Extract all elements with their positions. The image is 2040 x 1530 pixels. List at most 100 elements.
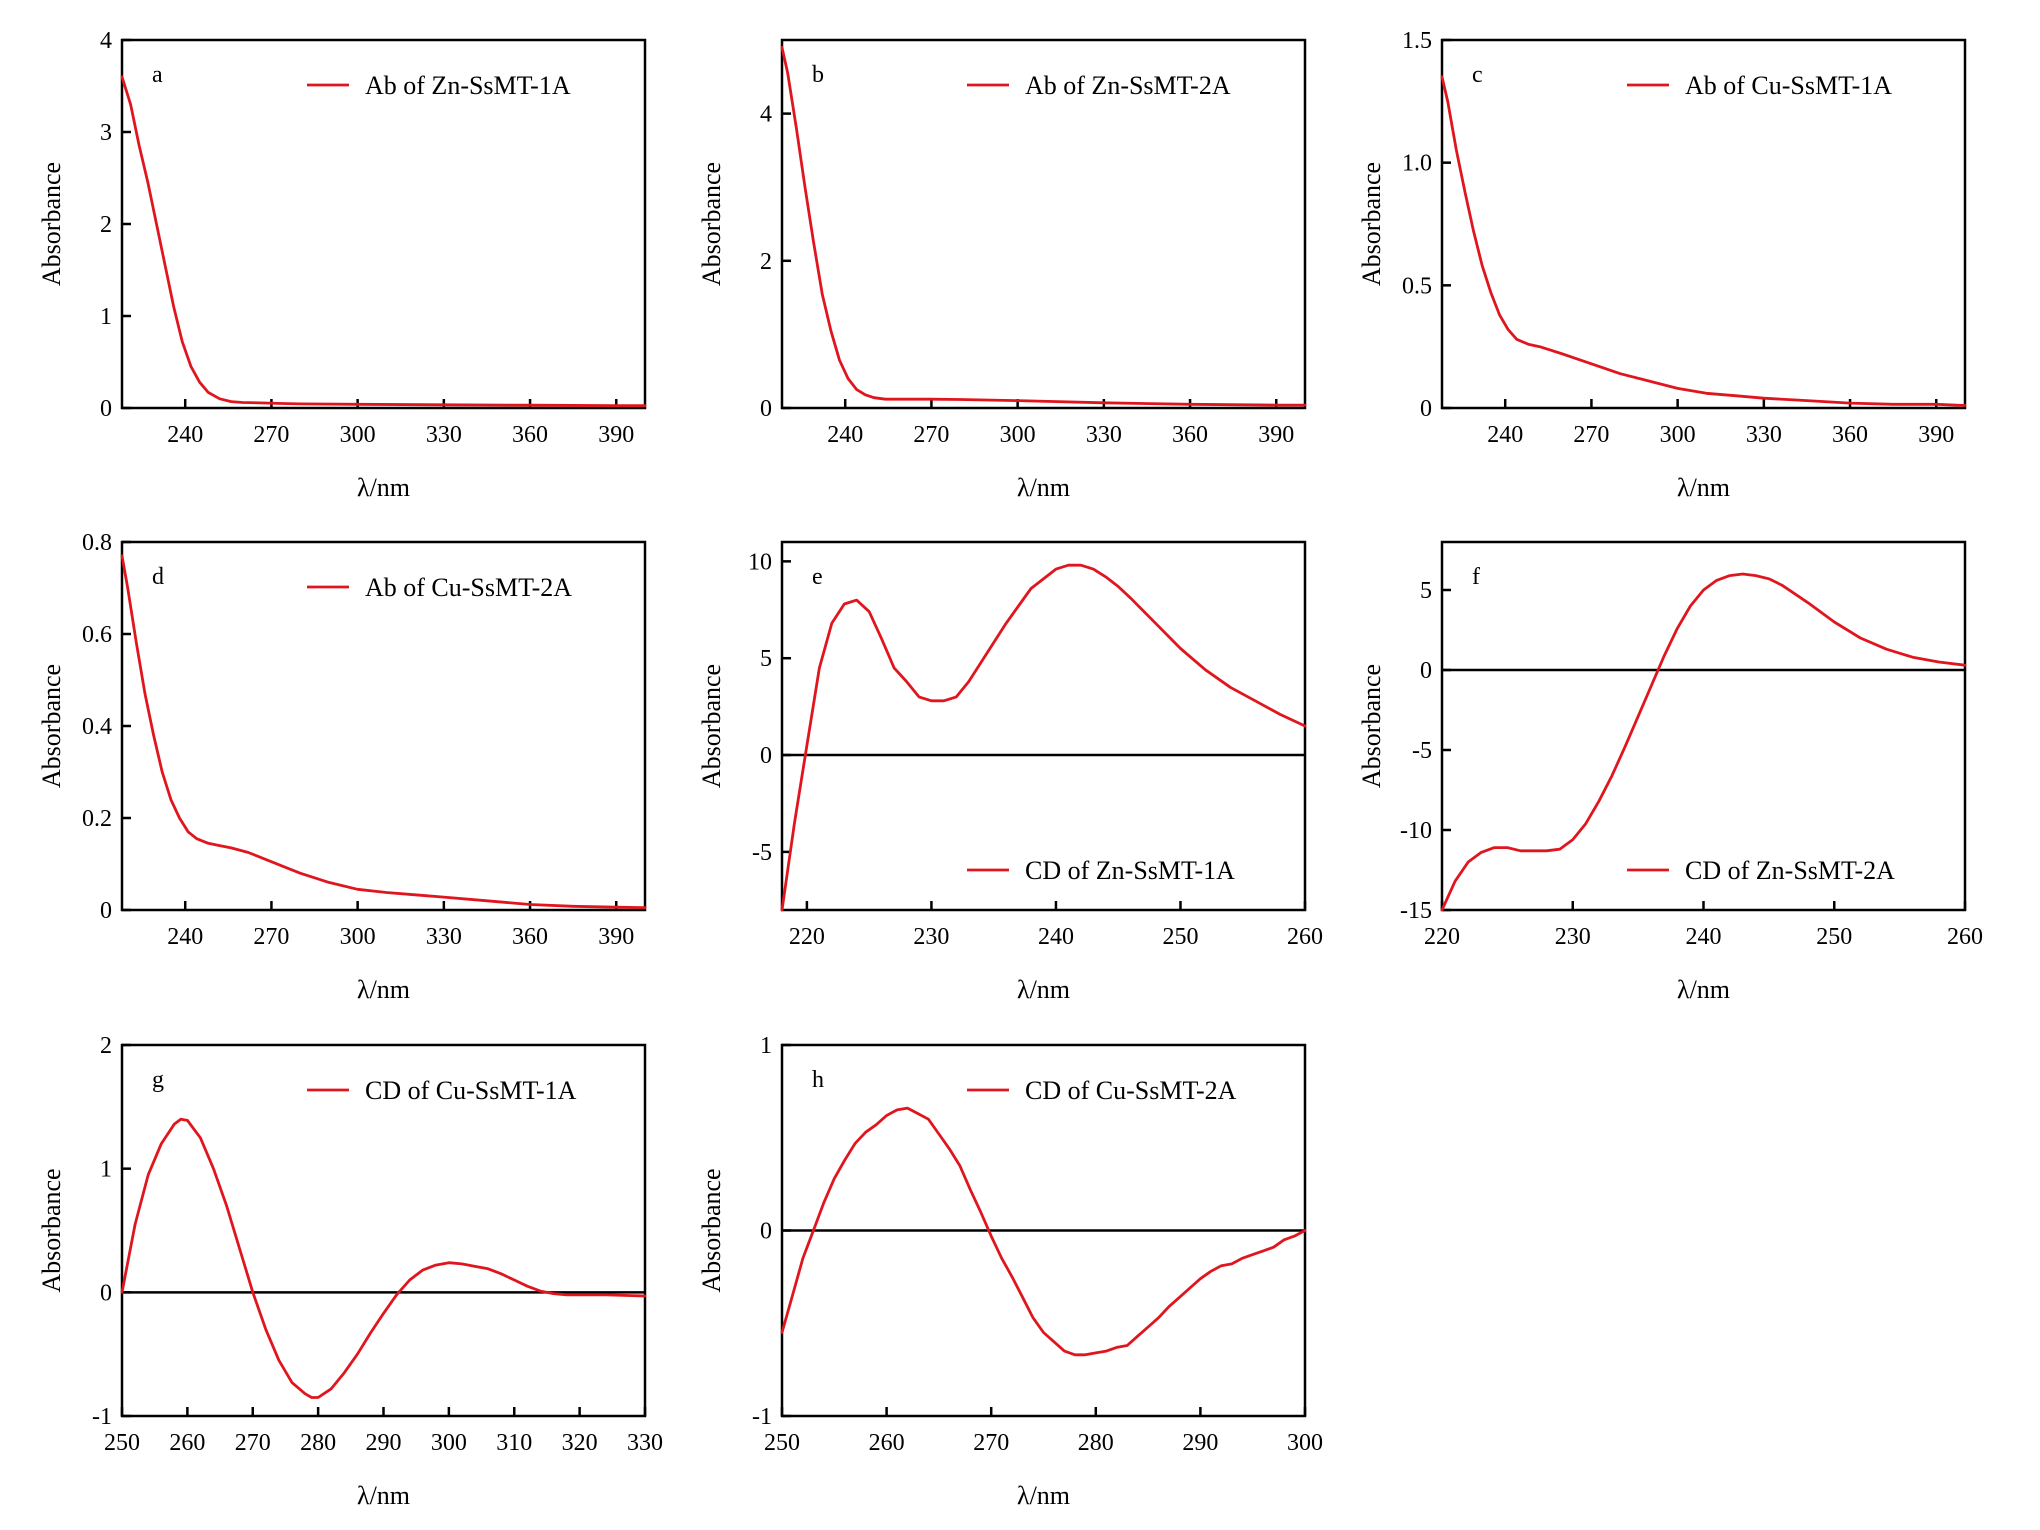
series-line <box>120 554 647 910</box>
y-axis-label: Absorbance <box>697 162 726 286</box>
plot-frame <box>1440 38 1967 410</box>
x-tick-label: 390 <box>598 422 634 448</box>
x-tick-label: 300 <box>431 1430 467 1456</box>
y-axis-label: Absorbance <box>37 162 66 286</box>
panel-letter: a <box>152 62 163 88</box>
legend-label: Ab of Zn-SsMT-2A <box>1025 71 1231 100</box>
x-tick-label: 260 <box>869 1430 905 1456</box>
y-tick-label: 0 <box>760 396 772 422</box>
y-tick-label: 4 <box>100 28 112 54</box>
panel-a: 240 270 300 330 360 390 0 1 2 3 4 λ/nm Absorbance a Ab… <box>37 28 647 502</box>
x-tick-label: 240 <box>1487 422 1523 448</box>
y-tick-label: 10 <box>748 549 772 575</box>
y-tick-label: 1 <box>100 1157 112 1183</box>
x-tick-label: 270 <box>1573 422 1609 448</box>
y-axis-label: Absorbance <box>697 664 726 788</box>
x-tick-label: 260 <box>1947 924 1983 950</box>
x-tick-label: 240 <box>827 422 863 448</box>
y-tick-label: -15 <box>1400 898 1432 924</box>
x-axis-label: λ/nm <box>1017 975 1070 1004</box>
series-line <box>1440 75 1967 407</box>
legend-label: CD of Zn-SsMT-2A <box>1685 856 1895 885</box>
panel-d: 240 270 300 330 360 390 0 0.2 0.4 0.6 0.8 λ/nm Absor… <box>37 530 647 1004</box>
panel-letter: f <box>1472 564 1480 590</box>
y-tick-label: 0.4 <box>82 714 112 740</box>
y-tick-label: 2 <box>100 1033 112 1059</box>
legend-label: Ab of Cu-SsMT-1A <box>1685 71 1892 100</box>
x-tick-label: 230 <box>1555 924 1591 950</box>
legend-label: Ab of Zn-SsMT-1A <box>365 71 571 100</box>
plot-frame <box>780 540 1307 912</box>
y-tick-label: 0.2 <box>82 806 112 832</box>
x-axis-label: λ/nm <box>357 1481 410 1510</box>
x-tick-label: 260 <box>169 1430 205 1456</box>
x-tick-label: 270 <box>973 1430 1009 1456</box>
x-axis-label: λ/nm <box>1677 975 1730 1004</box>
x-tick-label: 280 <box>300 1430 336 1456</box>
x-tick-label: 330 <box>627 1430 663 1456</box>
panel-g: 250 260 270 280 290 300 310 320 330 -1 0 1 2 λ/nm Abso… <box>37 1033 663 1510</box>
x-tick-label: 300 <box>340 924 376 950</box>
x-tick-label: 360 <box>1832 422 1868 448</box>
series-line <box>780 46 1307 407</box>
y-tick-label: 0 <box>100 898 112 924</box>
y-tick-label: 0 <box>760 743 772 769</box>
x-tick-label: 220 <box>789 924 825 950</box>
x-tick-label: 290 <box>1182 1430 1218 1456</box>
x-tick-label: 240 <box>1038 924 1074 950</box>
x-tick-label: 310 <box>496 1430 532 1456</box>
y-tick-label: 4 <box>760 102 772 128</box>
y-axis-label: Absorbance <box>1357 162 1386 286</box>
y-tick-label: 0.8 <box>82 530 112 556</box>
y-axis-label: Absorbance <box>697 1168 726 1292</box>
legend-label: CD of Zn-SsMT-1A <box>1025 856 1235 885</box>
panel-letter: d <box>152 564 164 590</box>
x-tick-label: 390 <box>1918 422 1954 448</box>
y-tick-label: 0 <box>1420 396 1432 422</box>
panel-letter: g <box>152 1067 164 1093</box>
x-axis-label: λ/nm <box>357 473 410 502</box>
y-tick-label: -1 <box>92 1404 112 1430</box>
y-tick-label: 2 <box>100 212 112 238</box>
legend-label: CD of Cu-SsMT-1A <box>365 1076 577 1105</box>
x-tick-label: 320 <box>562 1430 598 1456</box>
y-axis-label: Absorbance <box>1357 664 1386 788</box>
x-axis-label: λ/nm <box>1017 1481 1070 1510</box>
y-tick-label: 1 <box>760 1033 772 1059</box>
series-line <box>780 1106 1307 1357</box>
panel-h: 250 260 270 280 290 300 -1 0 1 λ/nm Absorbance h CD … <box>697 1033 1323 1510</box>
y-tick-label: 1 <box>100 304 112 330</box>
x-tick-label: 240 <box>167 422 203 448</box>
x-tick-label: 300 <box>1000 422 1036 448</box>
y-tick-label: 5 <box>1420 578 1432 604</box>
x-tick-label: 250 <box>104 1430 140 1456</box>
x-axis-label: λ/nm <box>357 975 410 1004</box>
y-tick-label: 3 <box>100 120 112 146</box>
y-tick-label: 1.5 <box>1402 28 1432 54</box>
panel-f: 220 230 240 250 260 -15 -10 -5 0 5 λ/nm Absorbance f… <box>1357 540 1983 1004</box>
x-tick-label: 390 <box>598 924 634 950</box>
x-tick-label: 330 <box>426 924 462 950</box>
x-tick-label: 270 <box>235 1430 271 1456</box>
x-tick-label: 260 <box>1287 924 1323 950</box>
panel-e: 220 230 240 250 260 -5 0 5 10 λ/nm Absorbance e CD o… <box>697 540 1323 1004</box>
y-tick-label: 0.5 <box>1402 273 1432 299</box>
series-line <box>120 1117 647 1399</box>
panel-b: 240 270 300 330 360 390 0 2 4 λ/nm Absorbance b Ab o… <box>697 38 1307 502</box>
x-tick-label: 390 <box>1258 422 1294 448</box>
y-tick-label: -5 <box>1412 738 1432 764</box>
x-tick-label: 300 <box>1287 1430 1323 1456</box>
x-axis-label: λ/nm <box>1017 473 1070 502</box>
y-tick-label: 0 <box>100 396 112 422</box>
x-tick-label: 360 <box>512 422 548 448</box>
x-tick-label: 240 <box>1686 924 1722 950</box>
x-tick-label: 270 <box>253 924 289 950</box>
x-tick-label: 280 <box>1078 1430 1114 1456</box>
y-axis-label: Absorbance <box>37 1168 66 1292</box>
y-tick-label: -5 <box>752 840 772 866</box>
y-tick-label: 0 <box>1420 658 1432 684</box>
x-tick-label: 250 <box>1816 924 1852 950</box>
x-tick-label: 240 <box>167 924 203 950</box>
x-tick-label: 300 <box>1660 422 1696 448</box>
